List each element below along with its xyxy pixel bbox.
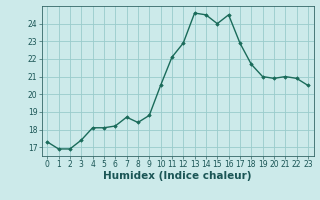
X-axis label: Humidex (Indice chaleur): Humidex (Indice chaleur) (103, 171, 252, 181)
